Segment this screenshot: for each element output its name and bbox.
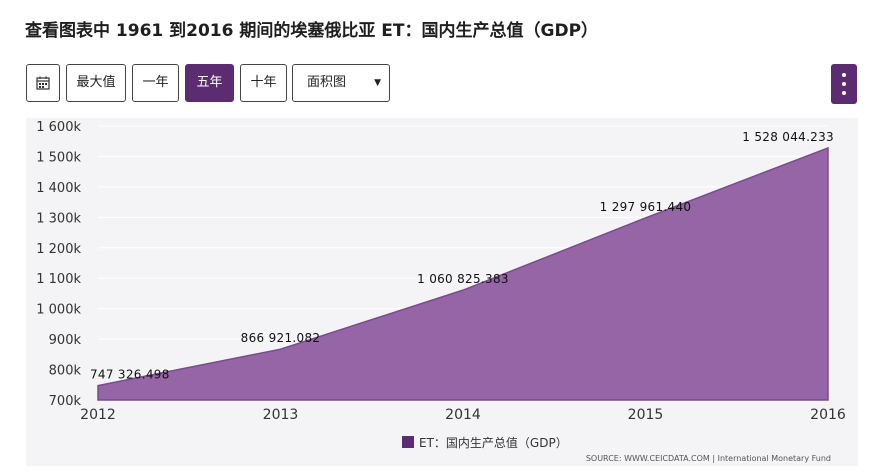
legend-label: ET：国内生产总值（GDP） [419,435,568,450]
y-tick-label: 1 200k [36,242,81,257]
range-5y-button[interactable]: 五年 [185,64,234,102]
dropdown-arrow-icon: ▼ [374,78,381,88]
area-chart: 700k 800k 900k 1 000k 1 100k 1 200k 1 300k 1 40… [36,120,846,463]
source-text: SOURCE: WWW.CEICDATA.COM | International… [586,454,831,463]
range-max-button[interactable]: 最大值 [66,64,126,102]
calendar-button[interactable] [26,64,60,102]
chart-panel: 700k 800k 900k 1 000k 1 100k 1 200k 1 300k 1 40… [26,118,858,466]
data-label: 747 326.498 [90,368,170,382]
chart-type-select-value: 面积图 [307,75,347,90]
x-tick-label: 2012 [80,407,116,423]
y-tick-label: 1 300k [36,211,81,226]
x-tick-label: 2016 [810,407,846,423]
x-tick-label: 2015 [628,407,664,423]
x-tick-label: 2014 [445,407,481,423]
range-1y-button[interactable]: 一年 [132,64,179,102]
data-point [97,385,99,387]
data-point [462,289,464,291]
chart-type-select[interactable]: 面积图 ▼ [292,64,390,102]
data-label: 866 921.082 [241,331,321,345]
options-menu-button[interactable] [831,64,857,104]
y-tick-label: 1 600k [36,120,81,135]
y-tick-label: 700k [49,394,82,409]
data-point [827,147,829,149]
data-label: 1 528 044.233 [742,130,834,144]
y-tick-label: 1 100k [36,272,81,287]
y-tick-label: 900k [49,333,82,348]
calendar-icon [36,76,50,90]
area-series [97,146,829,401]
data-point [280,348,281,350]
menu-dot-icon [842,91,846,95]
data-label: 1 297 961.440 [600,200,692,214]
y-tick-label: 1 000k [36,303,81,318]
range-10y-button[interactable]: 十年 [240,64,287,102]
legend-swatch [402,436,414,448]
y-tick-label: 1 500k [36,150,81,165]
x-tick-label: 2013 [263,407,299,423]
chart-title: 查看图表中 1961 到2016 期间的埃塞俄比亚 ET：国内生产总值（GDP） [25,21,599,41]
menu-dot-icon [842,82,846,86]
y-tick-label: 1 400k [36,181,81,196]
menu-dot-icon [842,73,846,77]
data-point [645,217,646,219]
y-tick-label: 800k [49,364,82,379]
data-label: 1 060 825.383 [417,272,509,286]
